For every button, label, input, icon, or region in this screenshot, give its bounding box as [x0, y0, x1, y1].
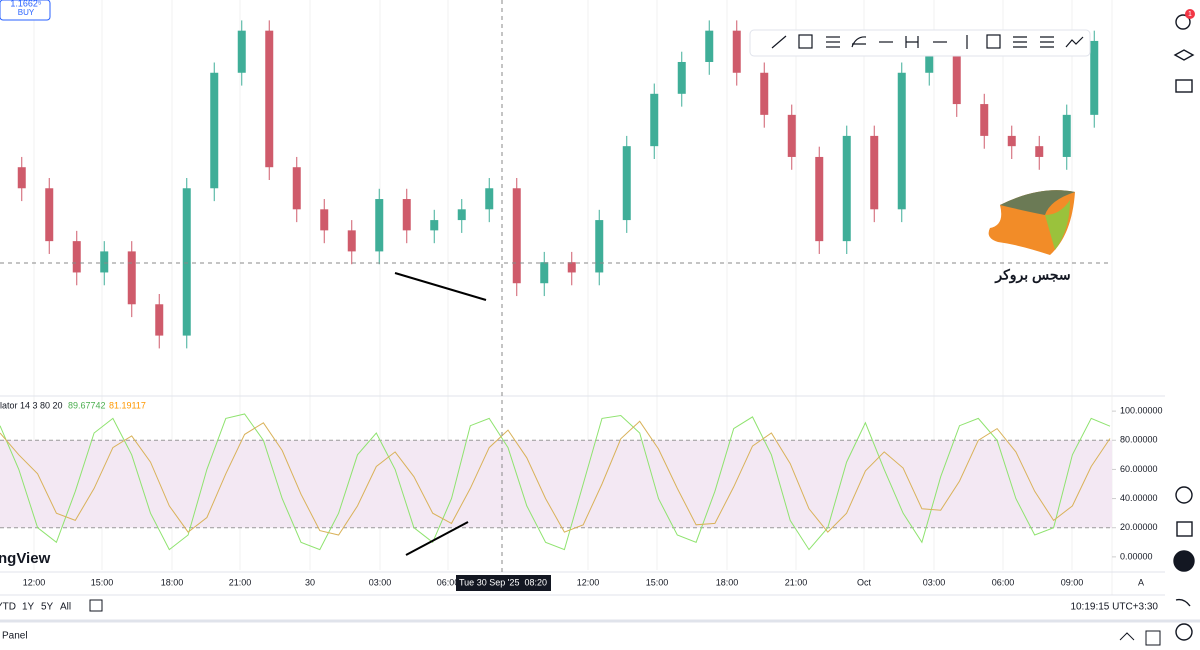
candle-body [815, 156, 824, 242]
y-tick-label: 40.00000 [1120, 493, 1158, 503]
alert-count: 1 [1188, 11, 1192, 18]
range-button[interactable]: 1Y [22, 602, 35, 613]
trend-line[interactable] [405, 521, 469, 556]
candle-body [1007, 135, 1016, 147]
candle-body [292, 167, 301, 210]
candle-body [787, 114, 796, 157]
candle-body [265, 30, 274, 168]
right-toolbar[interactable] [1173, 14, 1195, 641]
y-tick-label: 60.00000 [1120, 464, 1158, 474]
watermark: ngView [0, 550, 51, 567]
x-tick-label: 03:00 [369, 577, 392, 587]
candle-body [72, 241, 81, 273]
candle-body [1090, 40, 1099, 115]
buy-badge[interactable] [0, 0, 51, 21]
candle-body [677, 61, 686, 94]
clock: 10:19:15 UTC+3:30 [1070, 602, 1158, 613]
candle-body [375, 199, 384, 252]
candle-body [952, 51, 961, 105]
range-button[interactable]: All [60, 602, 71, 613]
candle-body [17, 167, 26, 189]
candle-body [100, 251, 109, 273]
x-tick-label: 30 [305, 577, 315, 587]
price-pane [17, 20, 1099, 349]
x-tick-label: 15:00 [646, 577, 669, 587]
crosshair-label-bg [456, 575, 551, 591]
candle-body [430, 220, 439, 231]
range-button[interactable]: YTD [0, 602, 16, 613]
oscillator-line [0, 420, 1111, 536]
candle-body [650, 93, 659, 147]
x-tick-label: 06:00 [992, 577, 1015, 587]
crosshair-label: Tue 30 Sep '25 08:20 [459, 577, 547, 587]
auto-scale[interactable]: A [1138, 577, 1144, 587]
candle-body [45, 188, 54, 242]
y-tick-label: 20.00000 [1120, 522, 1158, 532]
x-tick-label: 21:00 [229, 577, 252, 587]
x-tick-label: 15:00 [91, 577, 114, 587]
candle-body [155, 304, 164, 336]
x-tick-label: Oct [857, 577, 872, 587]
logo-text: سجس بروکر [994, 267, 1070, 284]
candle-body [347, 230, 356, 252]
candle-body [320, 209, 329, 231]
buy-label: BUY [18, 8, 35, 17]
indicator-value: 81.19117 [109, 400, 146, 410]
indicator-value: 89.67742 [68, 400, 106, 410]
drawing-toolbar [749, 29, 1091, 57]
oscillator-band [0, 440, 1112, 528]
alert-badge [1185, 9, 1195, 19]
x-tick-label: 18:00 [161, 577, 184, 587]
candle-body [925, 51, 934, 73]
candle-body [732, 30, 741, 73]
buy-price: 1.1662⁵ [10, 0, 42, 8]
candle-body [705, 30, 714, 62]
candle-body [485, 188, 494, 210]
candle-body [1062, 114, 1071, 157]
candle-body [457, 209, 466, 221]
candle-body [402, 199, 411, 231]
x-tick-label: 12:00 [23, 577, 46, 587]
candle-body [182, 188, 191, 336]
candle-body [622, 146, 631, 221]
logo [988, 190, 1075, 255]
candle-body [210, 72, 219, 189]
candle-body [237, 30, 246, 73]
x-tick-label: 09:00 [1061, 577, 1084, 587]
candle-body [127, 251, 136, 305]
candle-body [512, 188, 521, 284]
trend-line[interactable] [394, 272, 487, 301]
drawing-tools[interactable] [771, 34, 1084, 49]
panel-controls[interactable] [1119, 630, 1161, 646]
candle-body [980, 104, 989, 136]
candle-body [567, 262, 576, 273]
range-button[interactable]: 5Y [41, 602, 54, 613]
x-tick-label: 06:00 [437, 577, 460, 587]
oscillator-line [0, 413, 1111, 551]
indicator-title: lator 14 3 80 20 [0, 400, 63, 410]
oscillator-pane: 100.00000 80.00000 60.00000 40.00000 20.0000… [0, 400, 1163, 561]
candle-body [897, 72, 906, 210]
candle-body [760, 72, 769, 115]
date-range-icon[interactable] [89, 599, 103, 612]
candle-body [870, 135, 879, 210]
candle-body [540, 262, 549, 284]
x-tick-label: 18:00 [716, 577, 739, 587]
panel-label[interactable]: Panel [2, 631, 28, 642]
x-tick-label: 03:00 [923, 577, 946, 587]
x-tick-label: 12:00 [577, 577, 600, 587]
candle-body [595, 220, 604, 273]
y-tick-label: 100.00000 [1120, 405, 1163, 415]
y-tick-label: 0.00000 [1120, 551, 1153, 561]
x-tick-label: 21:00 [785, 577, 808, 587]
candle-body [842, 135, 851, 242]
candle-body [1035, 146, 1044, 157]
y-tick-label: 80.00000 [1120, 435, 1158, 445]
